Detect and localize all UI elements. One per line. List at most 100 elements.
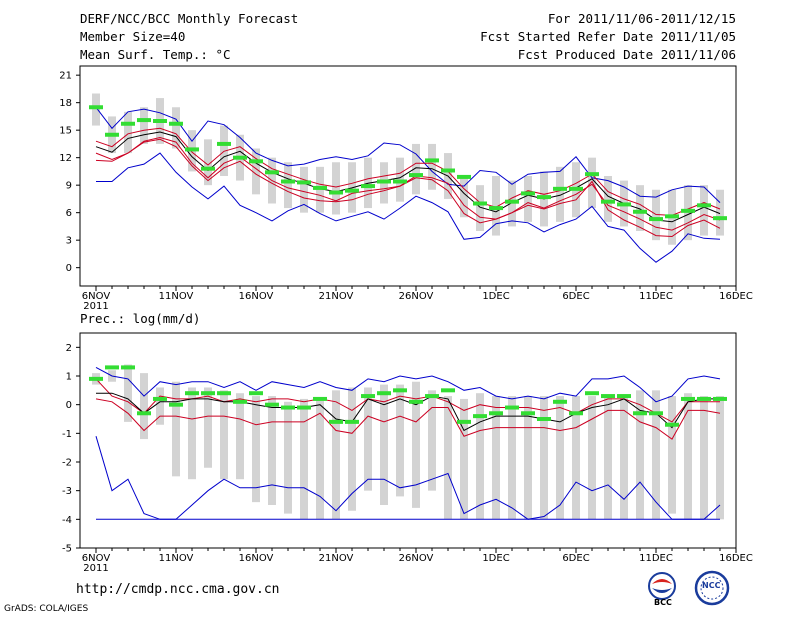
box-day-31 (572, 396, 580, 520)
x-tick-label: 16NOV (239, 291, 274, 302)
box-day-27 (508, 396, 516, 520)
median-mark-day-24 (457, 419, 471, 424)
median-mark-day-9 (217, 391, 231, 396)
median-mark-day-19 (377, 391, 391, 396)
box-day-19 (380, 384, 388, 505)
median-mark-day-18 (361, 394, 375, 399)
median-mark-day-28 (521, 411, 535, 416)
y-tick-label: 12 (59, 153, 72, 164)
median-mark-day-29 (537, 195, 551, 200)
logos (648, 570, 730, 606)
median-mark-day-39 (697, 396, 711, 401)
x-tick-label: 6DEC (562, 291, 589, 302)
box-day-11 (252, 396, 260, 503)
box-day-12 (268, 396, 276, 505)
median-mark-day-1 (89, 376, 103, 381)
x-tick-label: 21NOV (319, 553, 354, 564)
series-line-mean (96, 392, 720, 432)
bcc-logo-icon (648, 572, 676, 600)
box-day-26 (492, 176, 500, 236)
x-tick-label: 11DEC (639, 291, 673, 302)
box-day-4 (140, 373, 148, 440)
y-tick-label: 6 (66, 208, 72, 219)
median-mark-day-38 (681, 208, 695, 213)
median-mark-day-26 (489, 206, 503, 211)
x-tick-label: 21NOV (319, 291, 354, 302)
x-tick-label: 1DEC (482, 553, 509, 564)
box-day-16 (332, 162, 340, 215)
y-tick-label: 0 (66, 400, 72, 411)
median-mark-day-23 (441, 168, 455, 173)
median-mark-day-29 (537, 417, 551, 421)
box-day-25 (476, 185, 484, 231)
median-mark-day-16 (329, 190, 343, 195)
box-day-14 (300, 398, 308, 520)
median-mark-day-40 (713, 216, 727, 221)
median-mark-day-33 (601, 199, 615, 204)
series-line-max (95, 106, 721, 203)
box-day-3 (124, 364, 132, 422)
median-mark-day-7 (185, 147, 199, 152)
median-mark-day-5 (153, 119, 167, 123)
box-day-37 (668, 396, 676, 514)
y-tick-label: 1 (66, 372, 72, 383)
box-day-35 (636, 390, 644, 520)
median-mark-day-40 (713, 396, 727, 401)
median-mark-day-3 (121, 365, 135, 370)
x-tick-label: 11NOV (159, 553, 194, 564)
median-mark-day-31 (569, 186, 583, 191)
member-size-label: Member Size=40 (80, 29, 186, 44)
median-mark-day-11 (249, 391, 263, 396)
median-mark-day-14 (297, 180, 311, 185)
median-mark-day-17 (345, 188, 359, 193)
box-day-26 (492, 396, 500, 520)
x-tick-label: 16DEC (719, 553, 753, 564)
x-tick-label: 6DEC (562, 553, 589, 564)
series-line-min (95, 436, 721, 520)
box-day-16 (332, 390, 340, 520)
x-tick-label: 2011 (83, 563, 108, 574)
x-tick-label: 26NOV (399, 553, 434, 564)
series-line-mean (95, 131, 721, 223)
median-mark-day-27 (505, 199, 519, 204)
median-mark-day-37 (665, 422, 679, 427)
box-day-39 (700, 185, 708, 236)
median-mark-day-10 (233, 155, 247, 160)
median-mark-day-11 (249, 159, 263, 164)
box-day-33 (604, 396, 612, 520)
source-url[interactable]: http://cmdp.ncc.cma.gov.cn (76, 582, 280, 597)
median-mark-day-22 (425, 158, 439, 163)
box-day-11 (252, 148, 260, 195)
box-day-40 (716, 189, 724, 236)
box-day-4 (140, 107, 148, 144)
plot-frame (79, 332, 737, 549)
median-mark-day-38 (681, 396, 695, 401)
bcc-logo-label: BCC (654, 598, 672, 607)
median-mark-day-26 (489, 411, 503, 416)
x-tick-label: 16NOV (239, 553, 274, 564)
y-tick-label: -4 (62, 515, 72, 526)
box-day-10 (236, 393, 244, 480)
box-day-28 (524, 396, 532, 520)
median-mark-day-8 (201, 166, 215, 171)
y-tick-label: -2 (62, 458, 72, 469)
box-day-24 (460, 176, 468, 218)
series-line-p90 (95, 127, 721, 216)
y-tick-label: -3 (62, 486, 72, 497)
box-day-8 (204, 139, 212, 186)
median-mark-day-15 (313, 396, 327, 401)
median-mark-day-23 (441, 388, 455, 393)
median-mark-day-13 (281, 405, 295, 410)
ncc-logo-label: NCC (702, 581, 721, 590)
median-mark-day-34 (617, 394, 631, 399)
series-line-p10 (95, 398, 721, 440)
median-mark-day-30 (553, 186, 567, 191)
forecast-period: For 2011/11/06-2011/12/15 (547, 11, 736, 26)
series-line-min (96, 152, 721, 263)
x-tick-label: 11NOV (159, 291, 194, 302)
median-mark-day-20 (393, 388, 407, 393)
box-day-22 (428, 390, 436, 491)
